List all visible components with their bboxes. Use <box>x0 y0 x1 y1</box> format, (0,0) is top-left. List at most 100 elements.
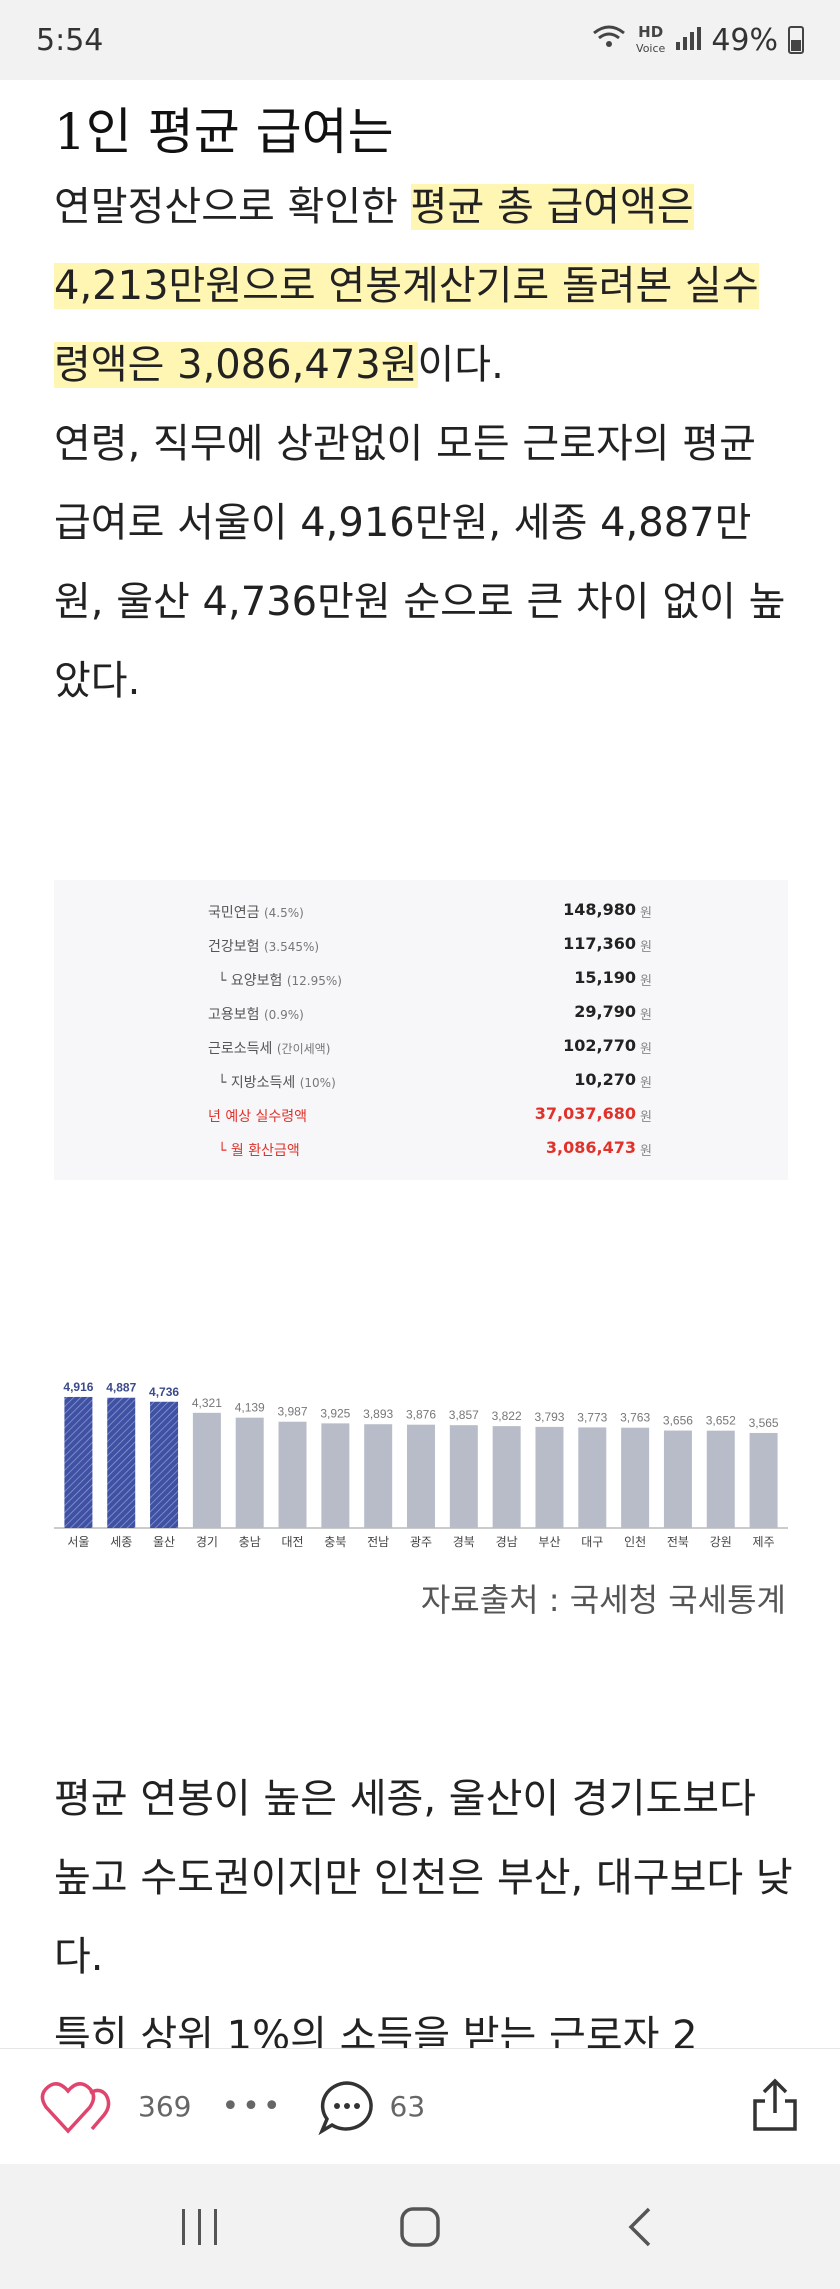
comment-count: 63 <box>389 2090 426 2123</box>
bar-chart-svg: 4,916 서울 4,887 세종 4,736 울산 4,321 경기 4,139 충남 3,987… <box>54 1380 788 1549</box>
chart-category-label: 인천 <box>624 1534 646 1549</box>
chart-category-label: 강원 <box>710 1535 732 1549</box>
like-count: 369 <box>138 2090 192 2123</box>
signal-icon <box>675 23 702 58</box>
paragraph-1: 연말정산으로 확인한 평균 총 급여액은 4,213만원으로 연봉계산기로 돌려… <box>54 168 794 405</box>
chart-value-label: 3,822 <box>492 1409 522 1423</box>
tax-row-unit: 원 <box>640 1110 652 1125</box>
chart-category-label: 경남 <box>496 1535 518 1549</box>
chart-bar <box>364 1424 393 1528</box>
share-icon <box>753 2078 797 2131</box>
paragraph-2: 연령, 직무에 상관없이 모든 근로자의 평균 급여로 서울이 4,916만원,… <box>54 421 786 704</box>
home-icon <box>400 2206 440 2247</box>
tax-row-value: 10,270 <box>574 1070 636 1089</box>
chart-category-label: 충북 <box>324 1535 346 1549</box>
tax-row-value: 37,037,680 <box>534 1104 636 1123</box>
chart-category-label: 세종 <box>110 1535 132 1549</box>
salary-deduction-table: 국민연금 (4.5%) 148,980 원 건강보험 (3.545%) 117,360 원… <box>54 880 788 1180</box>
chart-value-label: 3,565 <box>749 1416 779 1430</box>
tax-row: 근로소득세 (간이세액) 102,770 원 <box>54 1030 788 1064</box>
tax-row-label: 고용보험 (0.9%) <box>208 1007 304 1023</box>
comment-button[interactable]: 63 <box>317 2079 426 2135</box>
tax-row-unit: 원 <box>640 1008 652 1023</box>
tax-row-note: (12.95%) <box>286 974 342 988</box>
chart-value-label: 3,656 <box>663 1414 693 1428</box>
battery-icon <box>788 26 804 54</box>
tax-row-label: 근로소득세 (간이세액) <box>208 1041 331 1057</box>
chart-category-label: 경북 <box>453 1535 475 1549</box>
recent-apps-button[interactable] <box>150 2187 250 2267</box>
tax-row-label: 건강보험 (3.545%) <box>208 939 320 955</box>
article-body-2: 평균 연봉이 높은 세종, 울산이 경기도보다 높고 수도권이지만 인천은 부산… <box>54 1760 794 2076</box>
chart-bar <box>578 1427 607 1528</box>
tax-row-label: └ 지방소득세 (10%) <box>218 1075 336 1091</box>
chart-bar <box>706 1430 735 1528</box>
article-body: 1인 평균 급여는 연말정산으로 확인한 평균 총 급여액은 4,213만원으로… <box>54 80 794 721</box>
paragraph-1-end: 이다. <box>417 342 504 388</box>
tax-row-unit: 원 <box>640 1076 652 1091</box>
status-icons: HD Voice 49% <box>592 23 804 58</box>
tax-row: 고용보험 (0.9%) 29,790 원 <box>54 996 788 1030</box>
action-bar: 369 ••• 63 <box>0 2048 840 2164</box>
tax-row: └ 요양보험 (12.95%) 15,190 원 <box>54 962 788 996</box>
like-button[interactable] <box>40 2079 124 2135</box>
chart-value-label: 3,773 <box>577 1410 607 1424</box>
chart-category-label: 대전 <box>281 1535 303 1549</box>
chart-category-label: 서울 <box>67 1535 89 1549</box>
chart-category-label: 대구 <box>581 1535 603 1549</box>
chart-value-label: 3,893 <box>363 1407 393 1421</box>
chart-value-label: 3,857 <box>449 1408 479 1422</box>
paragraph-1-text: 연말정산으로 확인한 <box>54 184 411 230</box>
back-button[interactable] <box>590 2187 690 2267</box>
chart-bar <box>235 1417 264 1528</box>
tax-row-unit: 원 <box>640 940 652 955</box>
tax-row-label: 년 예상 실수령액 <box>208 1109 308 1125</box>
chart-bar <box>407 1424 435 1528</box>
chart-bar <box>535 1426 564 1528</box>
chart-category-label: 충남 <box>239 1535 261 1549</box>
chart-bar <box>278 1421 307 1528</box>
chart-value-label: 4,736 <box>149 1385 179 1399</box>
hd-voice-icon: HD Voice <box>636 24 665 56</box>
wifi-calling-icon <box>592 24 626 56</box>
tax-row: └ 지방소득세 (10%) 10,270 원 <box>54 1064 788 1098</box>
share-button[interactable] <box>750 2077 800 2137</box>
home-button[interactable] <box>370 2187 470 2267</box>
recent-apps-icon <box>182 2208 217 2245</box>
more-options-icon[interactable]: ••• <box>221 2089 284 2124</box>
chart-category-label: 울산 <box>153 1535 175 1549</box>
chart-bar <box>749 1432 778 1528</box>
tax-row-value: 29,790 <box>574 1002 636 1021</box>
chart-bar <box>321 1423 350 1528</box>
tax-row-value: 102,770 <box>563 1036 636 1055</box>
chart-bar <box>150 1401 179 1528</box>
tax-row: 년 예상 실수령액 37,037,680 원 <box>54 1098 788 1132</box>
chart-value-label: 3,793 <box>534 1410 564 1424</box>
tax-row-unit: 원 <box>640 1042 652 1057</box>
tax-row-unit: 원 <box>640 1144 652 1159</box>
tax-row: 건강보험 (3.545%) 117,360 원 <box>54 928 788 962</box>
chart-value-label: 3,876 <box>406 1408 436 1422</box>
heart-icon <box>40 2081 111 2134</box>
tax-row-unit: 원 <box>640 906 652 921</box>
chart-category-label: 광주 <box>410 1535 432 1549</box>
chart-category-label: 전남 <box>367 1535 389 1549</box>
chart-value-label: 3,987 <box>278 1405 308 1419</box>
back-icon <box>628 2207 651 2246</box>
section-heading: 1인 평균 급여는 <box>54 103 394 161</box>
tax-row-label: 국민연금 (4.5%) <box>208 905 304 921</box>
tax-row-value: 117,360 <box>563 934 636 953</box>
tax-row-label: └ 월 환산금액 <box>218 1143 300 1159</box>
tax-row-value: 148,980 <box>563 900 636 919</box>
chart-bar <box>663 1430 692 1528</box>
status-bar: 5:54 HD Voice 49% <box>0 0 840 80</box>
chart-category-label: 부산 <box>538 1535 560 1549</box>
clock: 5:54 <box>36 22 104 58</box>
chart-category-label: 전북 <box>667 1535 689 1549</box>
tax-row: 국민연금 (4.5%) 148,980 원 <box>54 894 788 928</box>
comment-icon <box>317 2080 373 2135</box>
chart-bar <box>492 1426 521 1528</box>
source-caption: 자료출처 : 국세청 국세통계 <box>420 1581 786 1619</box>
chart-value-label: 4,139 <box>235 1401 265 1415</box>
tax-row: └ 월 환산금액 3,086,473 원 <box>54 1132 788 1166</box>
